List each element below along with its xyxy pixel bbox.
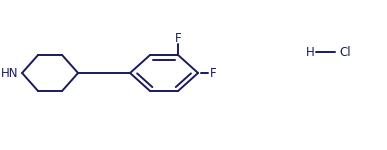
Text: F: F: [175, 32, 182, 45]
Text: Cl: Cl: [339, 45, 351, 58]
Text: F: F: [210, 66, 217, 80]
Text: HN: HN: [1, 66, 19, 80]
Text: H: H: [306, 45, 314, 58]
